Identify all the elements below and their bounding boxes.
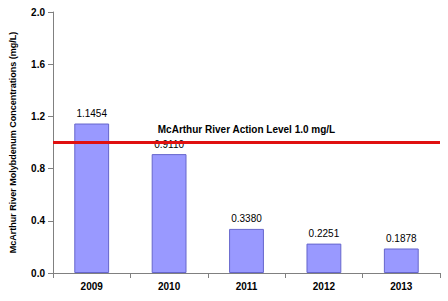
svg-text:2009: 2009 [81,281,104,292]
svg-text:0.8: 0.8 [31,163,45,174]
svg-text:0.9110: 0.9110 [154,139,184,150]
svg-text:1.6: 1.6 [31,59,45,70]
svg-text:2011: 2011 [236,281,258,292]
svg-text:2010: 2010 [158,281,181,292]
svg-text:0.0: 0.0 [31,268,45,279]
svg-text:0.2251: 0.2251 [309,228,340,239]
svg-text:McArthur River Molybdenum Conc: McArthur River Molybdenum Concentrations… [8,32,18,254]
svg-text:0.4: 0.4 [31,215,45,226]
svg-text:2013: 2013 [390,281,413,292]
svg-text:1.1454: 1.1454 [76,108,107,119]
svg-text:McArthur River Action Level 1.: McArthur River Action Level 1.0 mg/L [158,124,335,135]
svg-text:2012: 2012 [313,281,336,292]
svg-text:0.1878: 0.1878 [386,233,417,244]
svg-text:0.3380: 0.3380 [231,213,262,224]
svg-text:1.2: 1.2 [31,111,45,122]
svg-text:2.0: 2.0 [31,7,45,18]
